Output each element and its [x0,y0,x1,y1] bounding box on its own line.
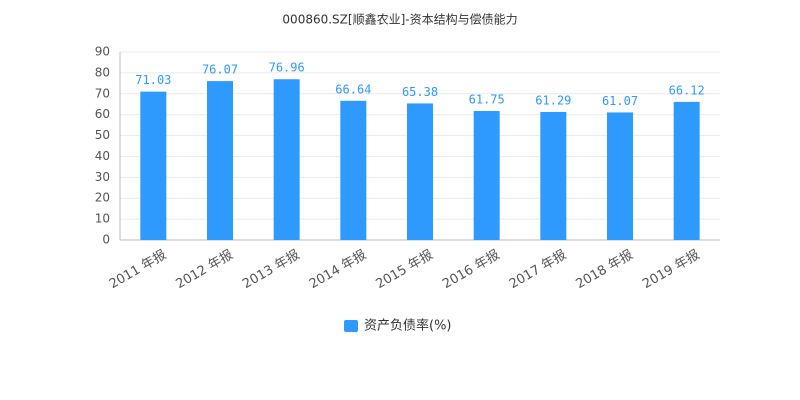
bar [473,111,500,240]
data-label: 61.07 [602,94,638,108]
data-label: 76.96 [269,61,305,75]
bar [407,103,433,241]
data-label: 65.38 [402,85,438,99]
y-tick-label: 20 [95,191,110,205]
bar [607,112,633,240]
y-tick-label: 40 [95,149,110,163]
y-tick-label: 30 [95,170,110,184]
legend-swatch [344,320,358,332]
y-tick-label: 10 [95,212,110,226]
x-tick-label: 2014 年报 [307,248,369,293]
bar [540,111,567,240]
x-tick-label: 2018 年报 [574,248,636,293]
bar [273,79,300,241]
data-label: 61.29 [535,93,571,107]
data-label: 76.07 [202,63,238,77]
y-tick-label: 90 [95,45,110,59]
bar [673,101,700,241]
x-tick-label: 2016 年报 [440,248,502,293]
data-label: 71.03 [135,73,171,87]
bar [207,81,233,240]
x-tick-label: 2019 年报 [640,248,702,293]
data-label: 66.12 [669,83,705,97]
x-tick-label: 2017 年报 [507,248,569,293]
y-tick-label: 70 [95,86,110,100]
chart-title: 000860.SZ[顺鑫农业]-资本结构与偿债能力 [282,12,517,27]
y-tick-label: 50 [95,128,110,142]
bar [140,91,167,240]
x-tick-label: 2015 年报 [374,248,436,293]
data-label: 66.64 [335,82,371,96]
legend-label: 资产负债率(%) [364,318,452,334]
y-tick-label: 60 [95,107,110,121]
y-tick-label: 0 [102,233,110,247]
x-tick-label: 2012 年报 [174,248,236,293]
x-tick-label: 2013 年报 [240,248,302,293]
x-tick-label: 2011 年报 [107,248,169,293]
data-label: 61.75 [469,93,505,107]
bar [340,100,367,240]
y-tick-label: 80 [95,65,110,79]
